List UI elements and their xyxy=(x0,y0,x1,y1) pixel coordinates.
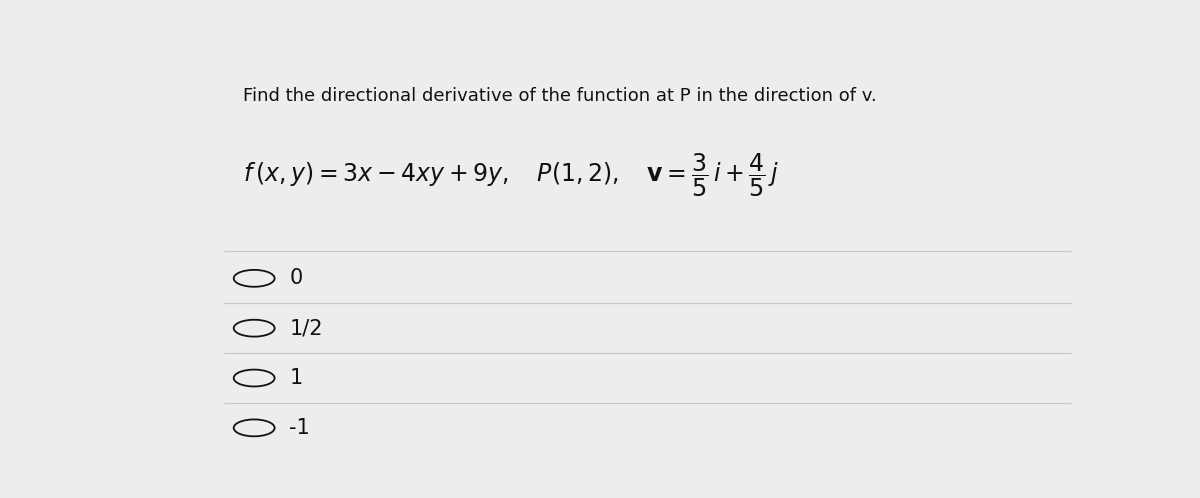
Text: 1/2: 1/2 xyxy=(289,318,323,338)
Text: 0: 0 xyxy=(289,268,302,288)
Text: $f\,(x, y) = 3x - 4xy + 9y, \quad P(1, 2), \quad \mathbf{v} = \dfrac{3}{5}\,i + : $f\,(x, y) = 3x - 4xy + 9y, \quad P(1, 2… xyxy=(242,152,779,199)
Text: 1: 1 xyxy=(289,368,302,388)
Text: -1: -1 xyxy=(289,418,311,438)
Text: Find the directional derivative of the function at P in the direction of v.: Find the directional derivative of the f… xyxy=(242,87,877,105)
